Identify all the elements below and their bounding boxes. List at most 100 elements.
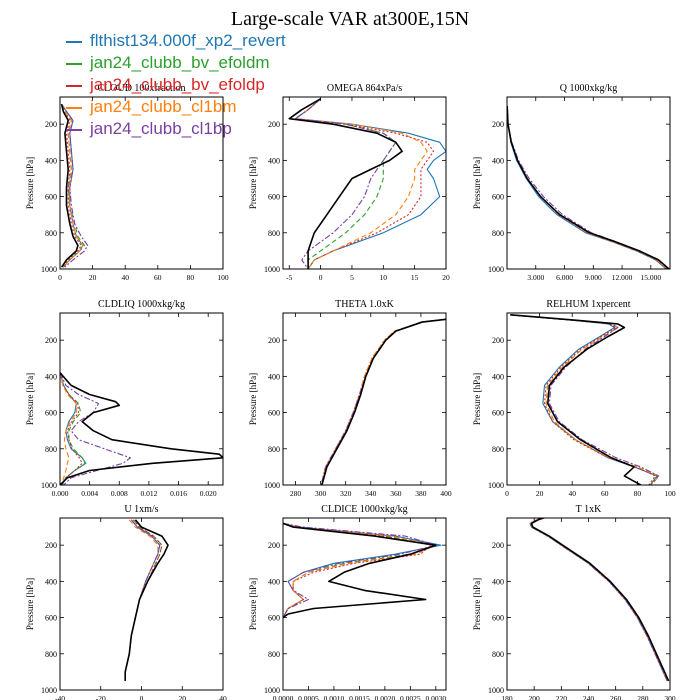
y-tick-label: 400 (492, 156, 504, 165)
x-tick-label: 300 (315, 489, 327, 498)
series-line (294, 98, 428, 269)
x-tick-label: 0 (505, 489, 509, 498)
series-line (61, 103, 82, 268)
x-tick-label: 60 (154, 273, 162, 282)
y-axis-label: Pressure [hPa] (248, 578, 258, 630)
y-tick-label: 600 (45, 409, 57, 418)
series-line (507, 106, 667, 269)
series-line (60, 372, 77, 485)
x-tick-label: 0.008 (111, 489, 128, 498)
series-line (60, 372, 83, 485)
y-tick-label: 600 (492, 193, 504, 202)
y-tick-label: 200 (268, 541, 280, 550)
x-tick-label: 0.0005 (298, 694, 319, 700)
plot-frame (506, 517, 671, 691)
y-tick-label: 200 (492, 336, 504, 345)
y-tick-label: 800 (45, 650, 57, 659)
y-tick-label: 1000 (488, 686, 504, 695)
x-tick-label: -5 (286, 273, 292, 282)
series-line (124, 519, 161, 681)
legend-swatch (66, 106, 82, 109)
series-line (507, 106, 668, 269)
series-line (321, 318, 446, 485)
series-line (283, 522, 432, 618)
series-line (60, 104, 79, 268)
plot-frame (59, 517, 224, 691)
y-tick-label: 600 (492, 409, 504, 418)
series-line (529, 518, 668, 682)
series-line (283, 522, 442, 618)
y-tick-label: 1000 (41, 265, 57, 274)
legend-swatch (66, 40, 82, 43)
plot-frame (59, 96, 224, 270)
x-tick-label: 60 (601, 489, 609, 498)
y-tick-label: 600 (45, 193, 57, 202)
series-line (60, 372, 86, 485)
series-line (510, 314, 658, 485)
panel-title: THETA 1.0xK (335, 299, 394, 310)
x-tick-label: -40 (55, 694, 65, 700)
y-tick-label: 800 (45, 229, 57, 238)
y-axis-label: Pressure [hPa] (248, 373, 258, 425)
series-group (283, 522, 442, 619)
y-tick-label: 1000 (41, 481, 57, 490)
x-tick-label: 0.0025 (400, 694, 421, 700)
legend-swatch (66, 128, 82, 131)
series-line (60, 372, 131, 485)
legend-label: flthist134.000f_xp2_revert (90, 31, 286, 50)
legend: flthist134.000f_xp2_revert jan24_clubb_b… (66, 30, 286, 140)
x-tick-label: -20 (96, 694, 106, 700)
series-line (507, 106, 668, 269)
x-tick-label: 0.0000 (273, 694, 294, 700)
y-tick-label: 800 (492, 229, 504, 238)
legend-swatch (66, 62, 82, 65)
y-axis-label: Pressure [hPa] (25, 578, 35, 630)
x-tick-label: 80 (634, 489, 642, 498)
x-tick-label: 20 (179, 694, 187, 700)
legend-label: jan24_clubb_cl1bp (90, 119, 232, 138)
y-axis-label: Pressure [hPa] (25, 157, 35, 209)
series-line (60, 372, 223, 485)
series-line (288, 98, 403, 269)
y-tick-label: 1000 (264, 686, 280, 695)
y-tick-label: 400 (45, 156, 57, 165)
y-tick-label: 400 (492, 372, 504, 381)
x-tick-label: 0.012 (140, 489, 157, 498)
x-tick-label: 40 (219, 694, 227, 700)
legend-label: jan24_clubb_bv_efoldm (90, 53, 270, 72)
panel-title: RELHUM 1xpercent (546, 299, 630, 310)
x-tick-label: 300 (664, 694, 676, 700)
y-tick-label: 200 (45, 120, 57, 129)
y-tick-label: 1000 (488, 265, 504, 274)
series-group (288, 98, 446, 269)
panel-title: OMEGA 864xPa/s (327, 83, 402, 94)
x-tick-label: 10 (380, 273, 388, 282)
x-tick-label: 100 (217, 273, 229, 282)
chart-panel: OMEGA 864xPa/s 200 400 600 800 1000 -5 0 5 10 15 20… (248, 83, 450, 282)
y-tick-label: 400 (268, 577, 280, 586)
series-line (283, 522, 437, 618)
y-tick-label: 1000 (488, 481, 504, 490)
x-tick-label: 0.020 (200, 489, 217, 498)
series-line (61, 103, 89, 268)
legend-swatch (66, 84, 82, 87)
y-tick-label: 400 (268, 372, 280, 381)
x-tick-label: 6.000 (556, 273, 573, 282)
panel-title: CLOUD 100xfraction (97, 83, 185, 94)
series-line (530, 518, 670, 682)
y-axis-label: Pressure [hPa] (472, 373, 482, 425)
y-tick-label: 1000 (41, 686, 57, 695)
x-tick-label: 3.000 (527, 273, 544, 282)
figure-title: Large-scale VAR at300E,15N (230, 8, 470, 30)
y-tick-label: 800 (492, 445, 504, 454)
x-tick-label: 0.0030 (426, 694, 447, 700)
legend-entry: jan24_clubb_cl1bp (66, 118, 286, 140)
x-tick-label: 400 (440, 489, 452, 498)
y-tick-label: 600 (268, 614, 280, 623)
y-tick-label: 200 (492, 541, 504, 550)
y-tick-label: 200 (45, 541, 57, 550)
